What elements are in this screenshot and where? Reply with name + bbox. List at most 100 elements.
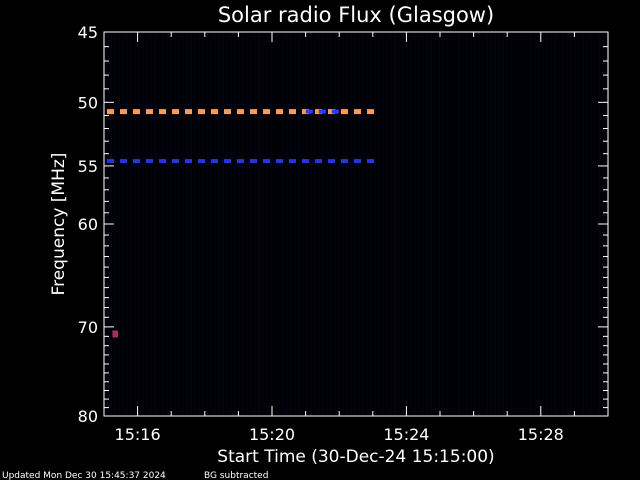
noise-streak bbox=[274, 33, 276, 415]
x-tick-label: 15:28 bbox=[518, 425, 564, 444]
noise-streak bbox=[302, 33, 304, 415]
band-segment bbox=[185, 159, 192, 164]
noise-streak bbox=[270, 33, 272, 415]
x-tick-label: 15:20 bbox=[249, 425, 295, 444]
chart-title: Solar radio Flux (Glasgow) bbox=[218, 3, 494, 27]
noise-streak bbox=[590, 33, 592, 415]
band-segment bbox=[133, 109, 140, 115]
noise-streak bbox=[326, 33, 328, 415]
noise-streak bbox=[474, 33, 476, 415]
noise-streak bbox=[534, 33, 536, 415]
x-axis-label: Start Time (30-Dec-24 15:15:00) bbox=[217, 447, 494, 467]
noise-streak bbox=[290, 33, 292, 415]
noise-streak bbox=[494, 33, 496, 415]
noise-streak bbox=[122, 33, 124, 415]
y-tick-label: 55 bbox=[78, 157, 98, 176]
noise-streak bbox=[258, 33, 260, 415]
band-segment bbox=[276, 159, 283, 164]
noise-streak bbox=[186, 33, 188, 415]
noise-streak bbox=[178, 33, 180, 415]
noise-streak bbox=[206, 33, 208, 415]
noise-streak bbox=[438, 33, 440, 415]
noise-streak bbox=[594, 33, 596, 415]
noise-streak bbox=[262, 33, 264, 415]
noise-streak bbox=[406, 33, 408, 415]
noise-streak bbox=[422, 33, 424, 415]
noise-streak bbox=[222, 33, 224, 415]
noise-streak bbox=[402, 33, 404, 415]
band-segment bbox=[367, 159, 374, 164]
noise-streak bbox=[434, 33, 436, 415]
noise-streak bbox=[482, 33, 484, 415]
band-segment bbox=[315, 159, 322, 164]
band-segment bbox=[198, 159, 205, 164]
background-noise-layer bbox=[106, 33, 608, 415]
noise-streak bbox=[442, 33, 444, 415]
band-segment bbox=[331, 109, 339, 114]
noise-streak bbox=[562, 33, 564, 415]
noise-streak bbox=[390, 33, 392, 415]
noise-streak bbox=[214, 33, 216, 415]
x-tick-label: 15:24 bbox=[383, 425, 429, 444]
band-segment bbox=[315, 109, 322, 115]
noise-streak bbox=[454, 33, 456, 415]
noise-streak bbox=[582, 33, 584, 415]
y-tick-label: 60 bbox=[78, 215, 98, 234]
noise-streak bbox=[306, 33, 308, 415]
noise-streak bbox=[538, 33, 540, 415]
band-segment bbox=[211, 109, 218, 115]
noise-streak bbox=[230, 33, 232, 415]
emission-bands-layer bbox=[107, 109, 374, 338]
noise-streak bbox=[346, 33, 348, 415]
noise-streak bbox=[338, 33, 340, 415]
noise-streak bbox=[150, 33, 152, 415]
noise-streak bbox=[182, 33, 184, 415]
band-segment bbox=[146, 109, 153, 115]
noise-streak bbox=[374, 33, 376, 415]
noise-streak bbox=[362, 33, 364, 415]
noise-streak bbox=[382, 33, 384, 415]
noise-streak bbox=[430, 33, 432, 415]
band-segment bbox=[120, 159, 127, 164]
noise-streak bbox=[574, 33, 576, 415]
noise-streak bbox=[414, 33, 416, 415]
noise-streak bbox=[114, 33, 116, 415]
band-segment bbox=[250, 109, 257, 115]
noise-streak bbox=[498, 33, 500, 415]
noise-streak bbox=[250, 33, 252, 415]
noise-streak bbox=[486, 33, 488, 415]
noise-streak bbox=[466, 33, 468, 415]
y-tick-label: 50 bbox=[78, 93, 98, 112]
noise-streak bbox=[310, 33, 312, 415]
band-segment bbox=[302, 159, 309, 164]
noise-streak bbox=[314, 33, 316, 415]
noise-streak bbox=[462, 33, 464, 415]
x-tick-label: 15:16 bbox=[115, 425, 161, 444]
noise-streak bbox=[126, 33, 128, 415]
band-segment bbox=[341, 109, 348, 115]
noise-streak bbox=[254, 33, 256, 415]
burst-spot bbox=[112, 330, 118, 338]
noise-streak bbox=[146, 33, 148, 415]
noise-streak bbox=[518, 33, 520, 415]
band-segment bbox=[289, 109, 296, 115]
noise-streak bbox=[394, 33, 396, 415]
noise-streak bbox=[418, 33, 420, 415]
noise-streak bbox=[294, 33, 296, 415]
noise-streak bbox=[142, 33, 144, 415]
band-segment bbox=[107, 109, 114, 115]
band-segment bbox=[328, 159, 335, 164]
noise-streak bbox=[238, 33, 240, 415]
noise-streak bbox=[398, 33, 400, 415]
y-tick-label: 70 bbox=[78, 318, 98, 337]
noise-streak bbox=[570, 33, 572, 415]
band-segment bbox=[318, 109, 326, 114]
band-segment bbox=[237, 109, 244, 115]
noise-streak bbox=[226, 33, 228, 415]
noise-streak bbox=[530, 33, 532, 415]
band-segment bbox=[289, 159, 296, 164]
band-segment bbox=[133, 159, 140, 164]
noise-streak bbox=[330, 33, 332, 415]
band-segment bbox=[159, 159, 166, 164]
band-segment bbox=[302, 109, 309, 115]
